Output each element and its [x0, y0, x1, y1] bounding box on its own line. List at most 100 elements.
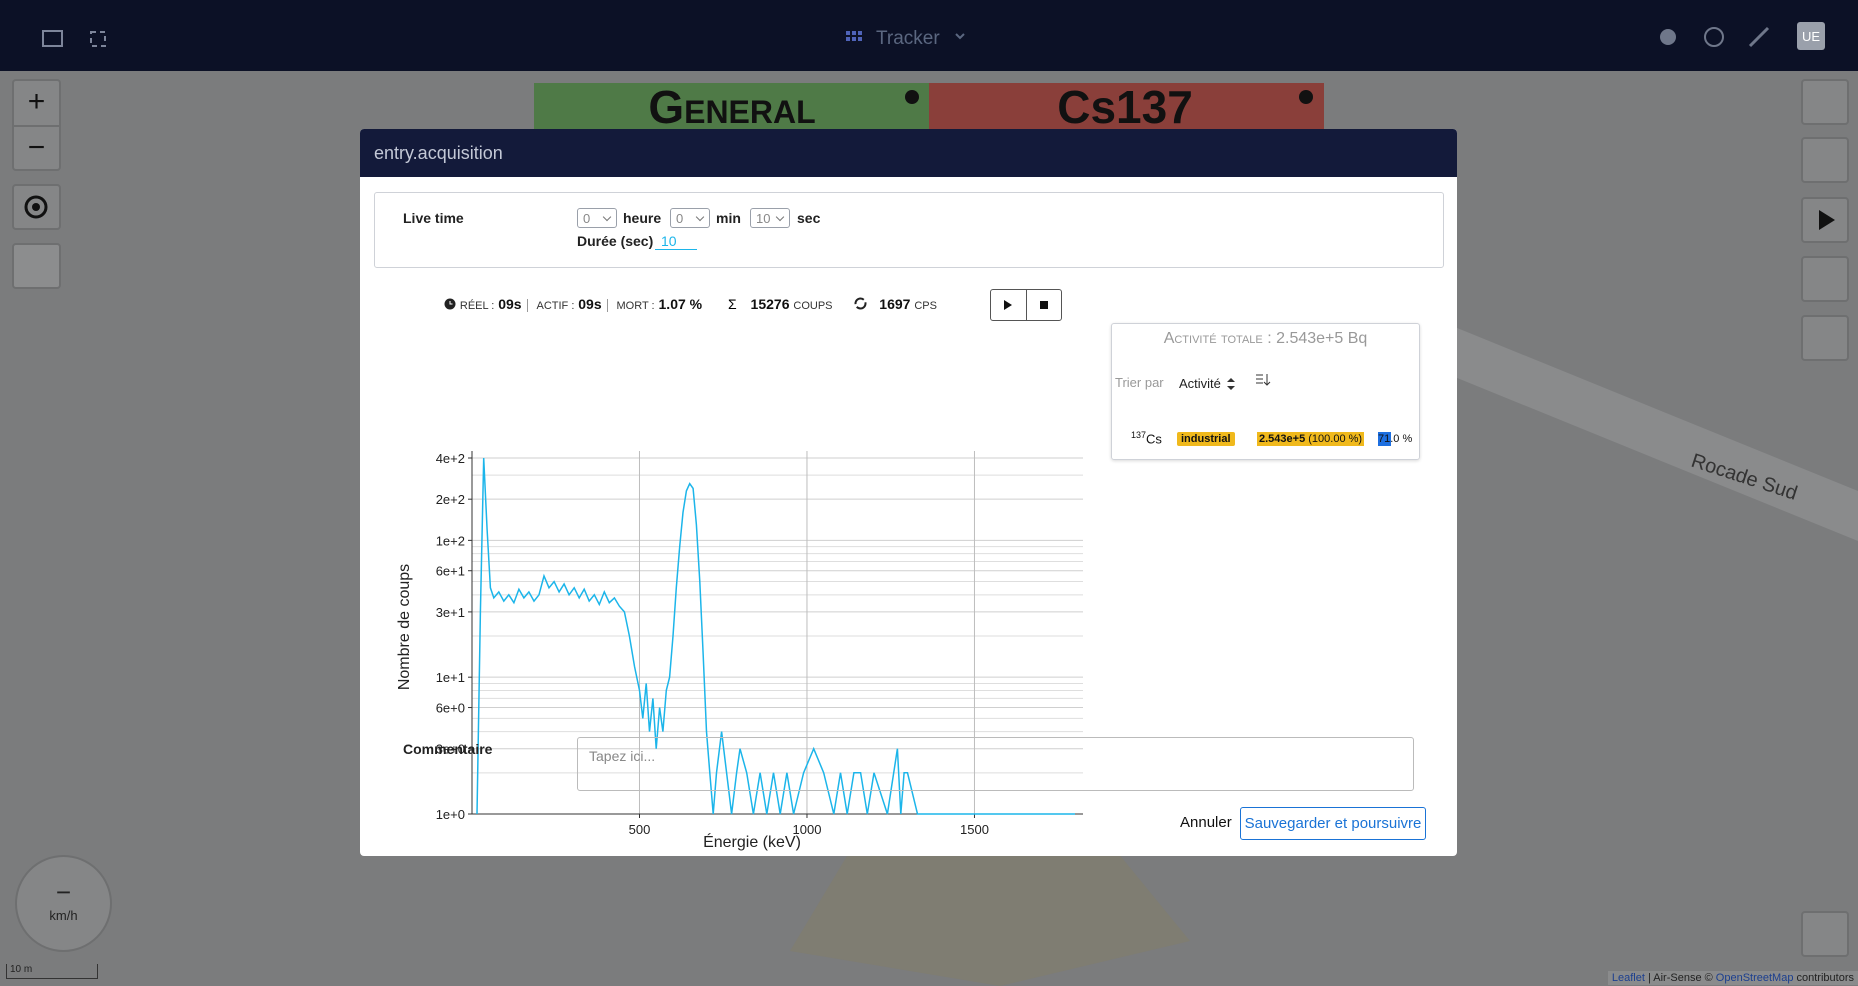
panel-button[interactable] [1801, 79, 1849, 125]
total-label: Activité totale : [1163, 330, 1272, 347]
user-initials[interactable]: UE [1802, 29, 1820, 44]
sidebar-icon[interactable] [42, 30, 63, 47]
min-unit: min [716, 210, 741, 226]
nuclide: 137Cs [1131, 430, 1162, 446]
x-tick-label: 500 [629, 822, 651, 837]
tile-cs-label: Cs137 [1057, 81, 1193, 133]
y-tick-label: 6e+1 [436, 564, 465, 579]
chevron[interactable] [955, 33, 965, 40]
attribution: Leaflet | Air-Sense © OpenStreetMap cont… [1607, 971, 1858, 985]
y-tick-label: 1e+0 [436, 807, 465, 822]
locate-icon [24, 195, 48, 219]
sort-caret [1227, 378, 1235, 390]
activity-value: 2.543e+5 [1259, 433, 1306, 445]
acq-controls [990, 289, 1062, 321]
hour-select[interactable]: 0 [577, 208, 617, 228]
sort-select[interactable]: Activité [1179, 376, 1221, 391]
apps-icon[interactable] [846, 31, 862, 41]
duration-input[interactable]: 10 [655, 233, 697, 250]
activity-panel: Activité totale : 2.543e+5 Bq Trier par … [1111, 323, 1420, 460]
rate-icon [854, 297, 867, 310]
tile-cs [929, 83, 1324, 131]
dead-value: 1.07 % [658, 296, 703, 312]
hour-unit: heure [623, 210, 662, 226]
x-axis-title: Énergie (keV) [703, 832, 801, 851]
activity-share: (100.00 %) [1308, 433, 1363, 445]
add-marker-button[interactable] [1801, 256, 1849, 302]
y-tick-label: 1e+1 [436, 670, 465, 685]
settings-button[interactable] [1801, 137, 1849, 183]
fullscreen-icon[interactable] [90, 31, 106, 47]
dead-label: MORT : [616, 300, 655, 312]
speed-unit: km/h [49, 908, 78, 923]
x-tick-label: 1000 [793, 822, 822, 837]
spectrum-chart: Énergie (keV) Nombre de coups 1e+0 3e+0 6e… [396, 451, 1083, 851]
sec-unit: sec [797, 210, 821, 226]
map-area [790, 831, 1190, 986]
map: Rocade Sud General Cs137 [534, 81, 1858, 986]
real-value: 09s [498, 296, 522, 312]
close-icon[interactable] [905, 90, 919, 104]
locate-button[interactable] [12, 184, 61, 230]
zoom-out[interactable]: − [12, 125, 61, 171]
play-icon [1819, 210, 1835, 230]
real-label: RÉEL : [459, 300, 495, 312]
save-button[interactable]: Sauvegarder et poursuivre [1240, 807, 1426, 840]
speed-gauge: − km/h [15, 855, 112, 952]
help-icon[interactable] [1704, 27, 1724, 47]
chart-button[interactable] [1801, 911, 1849, 957]
header: Tracker UE [0, 0, 1858, 71]
clock-icon [444, 298, 456, 310]
y-tick-label: 6e+0 [436, 701, 465, 716]
y-tick-label: 1e+2 [436, 533, 465, 548]
attribution-link[interactable]: OpenStreetMap [1715, 972, 1794, 984]
comment-input[interactable]: Tapez ici... [577, 737, 1414, 791]
y-tick-label: 3e+1 [436, 605, 465, 620]
sort-direction[interactable] [1255, 372, 1271, 388]
cancel-button[interactable]: Annuler [1180, 814, 1232, 831]
y-axis-title: Nombre de coups [396, 564, 413, 690]
nuclide-tag: industrial [1177, 432, 1235, 446]
nuclide-activity: 2.543e+5 (100.00 %) [1257, 432, 1365, 446]
nuclide-mass: 137 [1131, 430, 1147, 440]
app-title[interactable]: Tracker [876, 28, 940, 49]
comment-label: Commentaire [403, 741, 493, 757]
activity-total: Activité totale : 2.543e+5 Bq [1112, 330, 1419, 348]
spectrum-button[interactable] [1801, 315, 1849, 361]
speed-value: − [55, 877, 72, 907]
y-tick-label: 3e+0 [436, 742, 465, 757]
sort-label: Trier par [1115, 375, 1164, 390]
header-icons: Tracker UE [42, 22, 1825, 50]
zoom-in[interactable]: + [12, 79, 61, 125]
cps-unit: CPS [914, 300, 937, 312]
tile-general [534, 83, 929, 131]
live-time-label: Live time [403, 210, 464, 226]
counts-unit: COUPS [793, 300, 833, 312]
x-tick-label: 1500 [960, 822, 989, 837]
nuclide-element: Cs [1146, 431, 1162, 447]
bug-icon[interactable] [1660, 29, 1676, 45]
stop-button[interactable] [1027, 290, 1062, 320]
min-select[interactable]: 0 [670, 208, 710, 228]
close-icon[interactable] [1299, 90, 1313, 104]
scale-bar: 10 m [6, 964, 98, 979]
attribution-text: contributors [1796, 972, 1854, 984]
spectrum-line [476, 457, 1075, 815]
tools-icon[interactable] [1748, 26, 1770, 48]
total-value: 2.543e+5 Bq [1276, 330, 1368, 347]
counts-value: 15276 [750, 296, 790, 312]
tile-general-label: General [648, 81, 815, 133]
play-button[interactable] [1801, 197, 1849, 243]
attribution-link[interactable]: Leaflet [1611, 972, 1645, 984]
avatar[interactable] [1797, 22, 1825, 50]
y-tick-label: 2e+2 [436, 492, 465, 507]
start-button[interactable] [991, 290, 1027, 320]
y-tick-label: 4e+2 [436, 451, 465, 466]
live-time-panel [374, 192, 1444, 268]
sec-select[interactable]: 10 [750, 208, 790, 228]
layers-button[interactable] [12, 243, 61, 289]
road [1440, 321, 1858, 541]
attribution-text: | Air-Sense © [1647, 972, 1713, 984]
